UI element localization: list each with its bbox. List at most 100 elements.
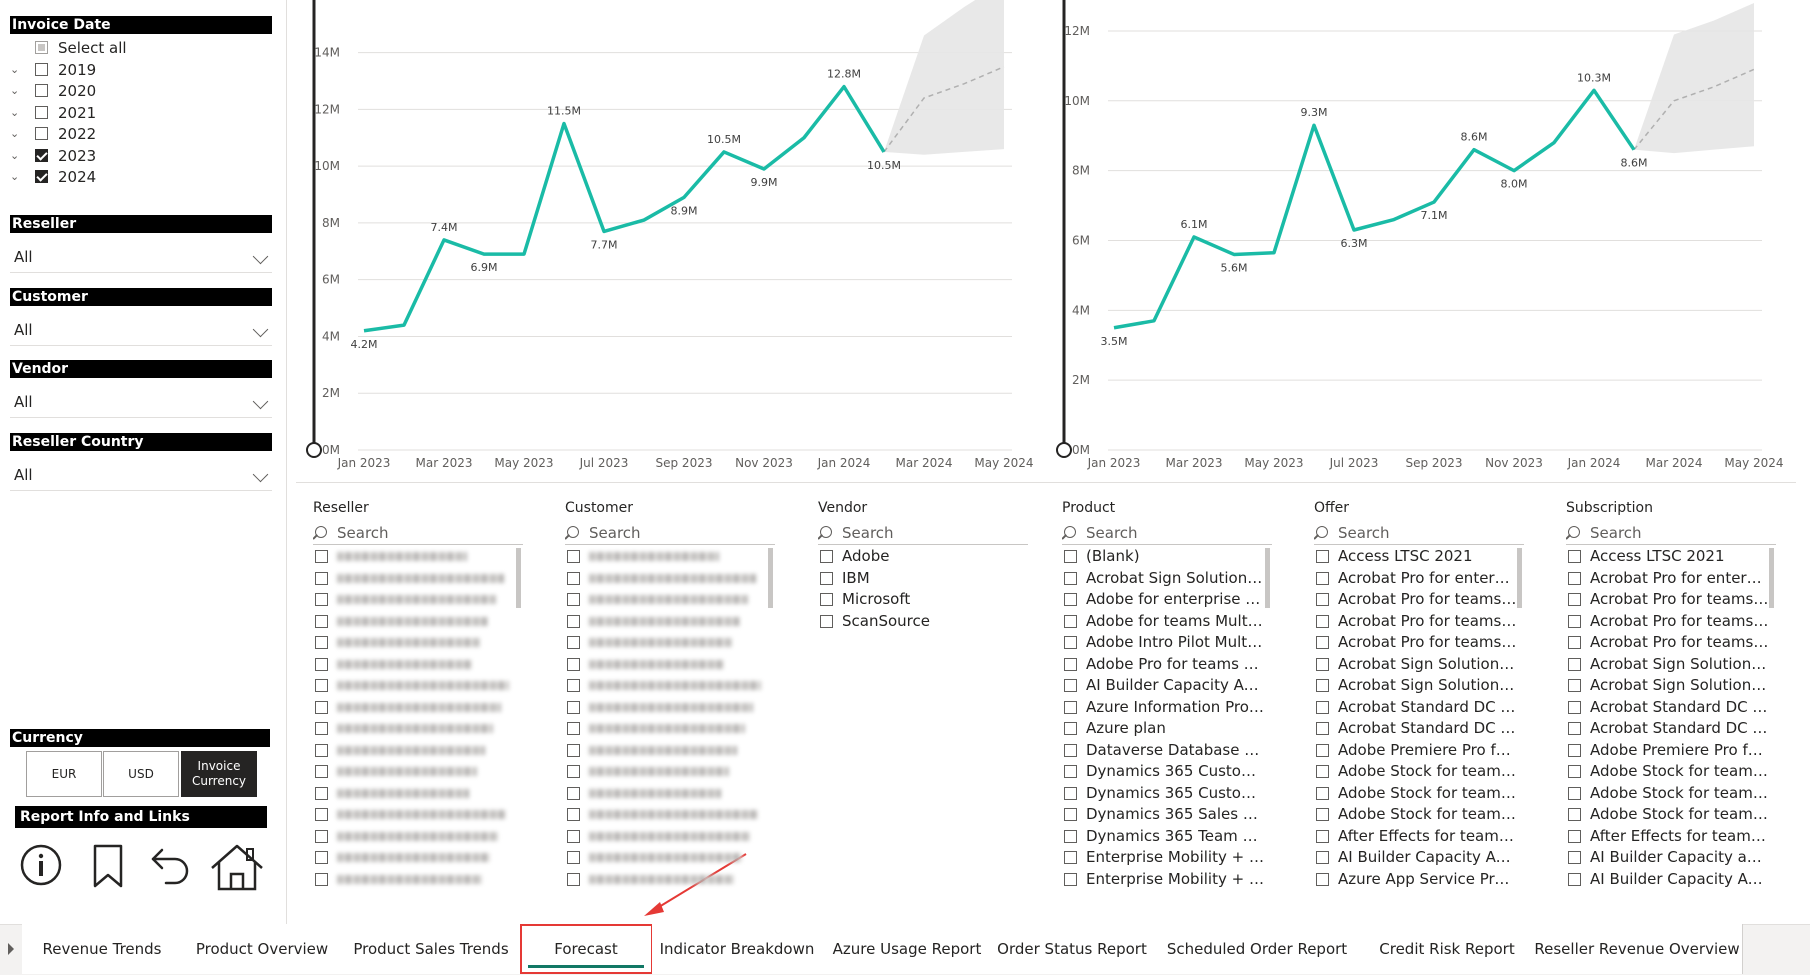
checkbox[interactable] — [1316, 679, 1329, 692]
checkbox[interactable] — [1316, 829, 1329, 843]
checkbox[interactable] — [567, 550, 580, 563]
checkbox[interactable] — [567, 765, 580, 778]
list-item[interactable] — [313, 869, 523, 890]
list-item[interactable]: AI Builder Capacity Add-o... — [1566, 869, 1776, 890]
list-item[interactable]: Dynamics 365 Customer ... — [1062, 761, 1272, 782]
list-item[interactable] — [313, 632, 523, 653]
list-item[interactable]: Adobe Premiere Pro for t... — [1566, 740, 1776, 761]
search-input[interactable]: Search — [313, 522, 523, 545]
checkbox[interactable] — [1568, 872, 1581, 886]
list-item[interactable]: ScanSource — [818, 611, 1028, 632]
scrollbar[interactable] — [1517, 548, 1522, 608]
scrollbar[interactable] — [768, 548, 773, 608]
list-item[interactable]: Acrobat Standard DC for ... — [1566, 718, 1776, 739]
checkbox[interactable] — [315, 636, 328, 649]
checkbox[interactable] — [1316, 765, 1329, 778]
checkbox[interactable] — [567, 851, 580, 864]
checkbox[interactable] — [1064, 571, 1077, 585]
list-item[interactable]: Azure Information Protec... — [1062, 697, 1272, 718]
tab-reseller-revenue-overview[interactable]: Reseller Revenue Overview — [1532, 924, 1743, 974]
chevron-down-icon[interactable]: ⌄ — [10, 127, 20, 140]
list-item[interactable]: Acrobat Sign Solutions fo... — [1566, 654, 1776, 675]
chevron-down-icon[interactable]: ⌄ — [10, 105, 20, 119]
checkbox[interactable] — [1316, 614, 1329, 628]
list-item[interactable] — [565, 804, 775, 825]
checkbox[interactable] — [1316, 786, 1329, 800]
checkbox[interactable] — [315, 765, 328, 778]
axis-handle-knob[interactable] — [306, 442, 322, 458]
chevron-down-icon[interactable]: ⌄ — [10, 148, 20, 162]
checkbox[interactable] — [1568, 851, 1581, 864]
list-item[interactable]: Dynamics 365 Team Mem... — [1062, 826, 1272, 847]
checkbox[interactable] — [315, 550, 328, 563]
list-item[interactable]: Azure App Service Premi... — [1314, 869, 1524, 890]
checkbox[interactable] — [1316, 872, 1329, 886]
list-item[interactable]: Dynamics 365 Customer ... — [1062, 783, 1272, 804]
checkbox[interactable] — [567, 808, 580, 821]
list-item[interactable]: Adobe Intro Pilot Multi L... — [1062, 632, 1272, 653]
list-item[interactable]: Adobe Pro for teams Mul... — [1062, 654, 1272, 675]
chevron-down-icon[interactable]: ⌄ — [10, 170, 20, 183]
checkbox[interactable] — [567, 743, 580, 757]
checkbox[interactable] — [1064, 786, 1077, 800]
list-item[interactable]: Access LTSC 2021 — [1314, 546, 1524, 567]
checkbox[interactable] — [1316, 636, 1329, 649]
list-item[interactable] — [313, 761, 523, 782]
invoice-date-item[interactable]: ⌄ 2021 — [10, 102, 270, 124]
list-item[interactable]: Acrobat Pro for enterpris... — [1314, 568, 1524, 589]
checkbox[interactable] — [315, 786, 328, 800]
list-item[interactable] — [313, 568, 523, 589]
list-item[interactable]: Acrobat Sign Solutions fo... — [1566, 675, 1776, 696]
checkbox[interactable] — [1316, 593, 1329, 606]
list-item[interactable]: Acrobat Pro for teams ML... — [1314, 611, 1524, 632]
checkbox[interactable] — [820, 550, 833, 563]
checkbox[interactable] — [35, 62, 48, 76]
checkbox[interactable] — [567, 657, 580, 671]
checkbox[interactable] — [1316, 657, 1329, 671]
checkbox[interactable] — [567, 571, 580, 585]
checkbox[interactable] — [567, 722, 580, 735]
checkbox[interactable] — [315, 657, 328, 671]
list-item[interactable]: Microsoft — [818, 589, 1028, 610]
checkbox[interactable] — [35, 41, 48, 54]
list-item[interactable]: After Effects for teams M... — [1314, 826, 1524, 847]
list-item[interactable] — [313, 783, 523, 804]
list-item[interactable]: Adobe Stock for teams (O... — [1566, 783, 1776, 804]
invoice-date-item[interactable]: Select all — [10, 37, 270, 59]
checkbox[interactable] — [1568, 765, 1581, 778]
list-item[interactable] — [565, 869, 775, 890]
currency-usd-button[interactable]: USD — [103, 751, 179, 797]
checkbox[interactable] — [315, 700, 328, 714]
checkbox[interactable] — [315, 829, 328, 843]
list-item[interactable] — [313, 804, 523, 825]
list-item[interactable] — [565, 632, 775, 653]
checkbox[interactable] — [1064, 743, 1077, 757]
tab-indicator-breakdown[interactable]: Indicator Breakdown — [652, 924, 823, 974]
revenue-line[interactable] — [1113, 88, 1636, 330]
checkbox[interactable] — [1064, 550, 1077, 563]
checkbox[interactable] — [1316, 700, 1329, 714]
checkbox[interactable] — [315, 679, 328, 692]
checkbox[interactable] — [315, 614, 328, 628]
tab-product-overview[interactable]: Product Overview — [182, 924, 343, 974]
list-item[interactable] — [313, 675, 523, 696]
list-item[interactable] — [565, 847, 775, 868]
list-item[interactable]: Adobe Premiere Pro for t... — [1314, 740, 1524, 761]
checkbox[interactable] — [1064, 829, 1077, 843]
list-item[interactable]: Acrobat Sign Solutions fo... — [1314, 654, 1524, 675]
checkbox[interactable] — [1316, 851, 1329, 864]
list-item[interactable]: AI Builder Capacity Add-o... — [1314, 847, 1524, 868]
checkbox[interactable] — [1064, 872, 1077, 886]
checkbox[interactable] — [35, 84, 48, 97]
currency-eur-button[interactable]: EUR — [26, 751, 102, 797]
checkbox[interactable] — [820, 593, 833, 606]
checkbox[interactable] — [567, 829, 580, 843]
scrollbar[interactable] — [516, 548, 521, 608]
list-item[interactable]: After Effects for teams M... — [1566, 826, 1776, 847]
search-input[interactable]: Search — [818, 522, 1028, 545]
checkbox[interactable] — [315, 808, 328, 821]
checkbox[interactable] — [1568, 657, 1581, 671]
list-item[interactable] — [565, 783, 775, 804]
bookmark-icon[interactable] — [88, 842, 128, 890]
checkbox[interactable] — [1568, 571, 1581, 585]
